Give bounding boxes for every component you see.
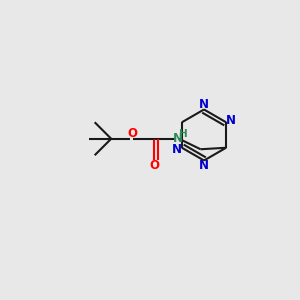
Text: N: N (172, 143, 182, 156)
Text: N: N (199, 98, 209, 111)
Text: O: O (149, 159, 159, 172)
Text: N: N (172, 132, 182, 145)
Text: O: O (128, 127, 137, 140)
Text: N: N (226, 114, 236, 127)
Text: H: H (178, 129, 187, 139)
Text: N: N (199, 159, 209, 172)
